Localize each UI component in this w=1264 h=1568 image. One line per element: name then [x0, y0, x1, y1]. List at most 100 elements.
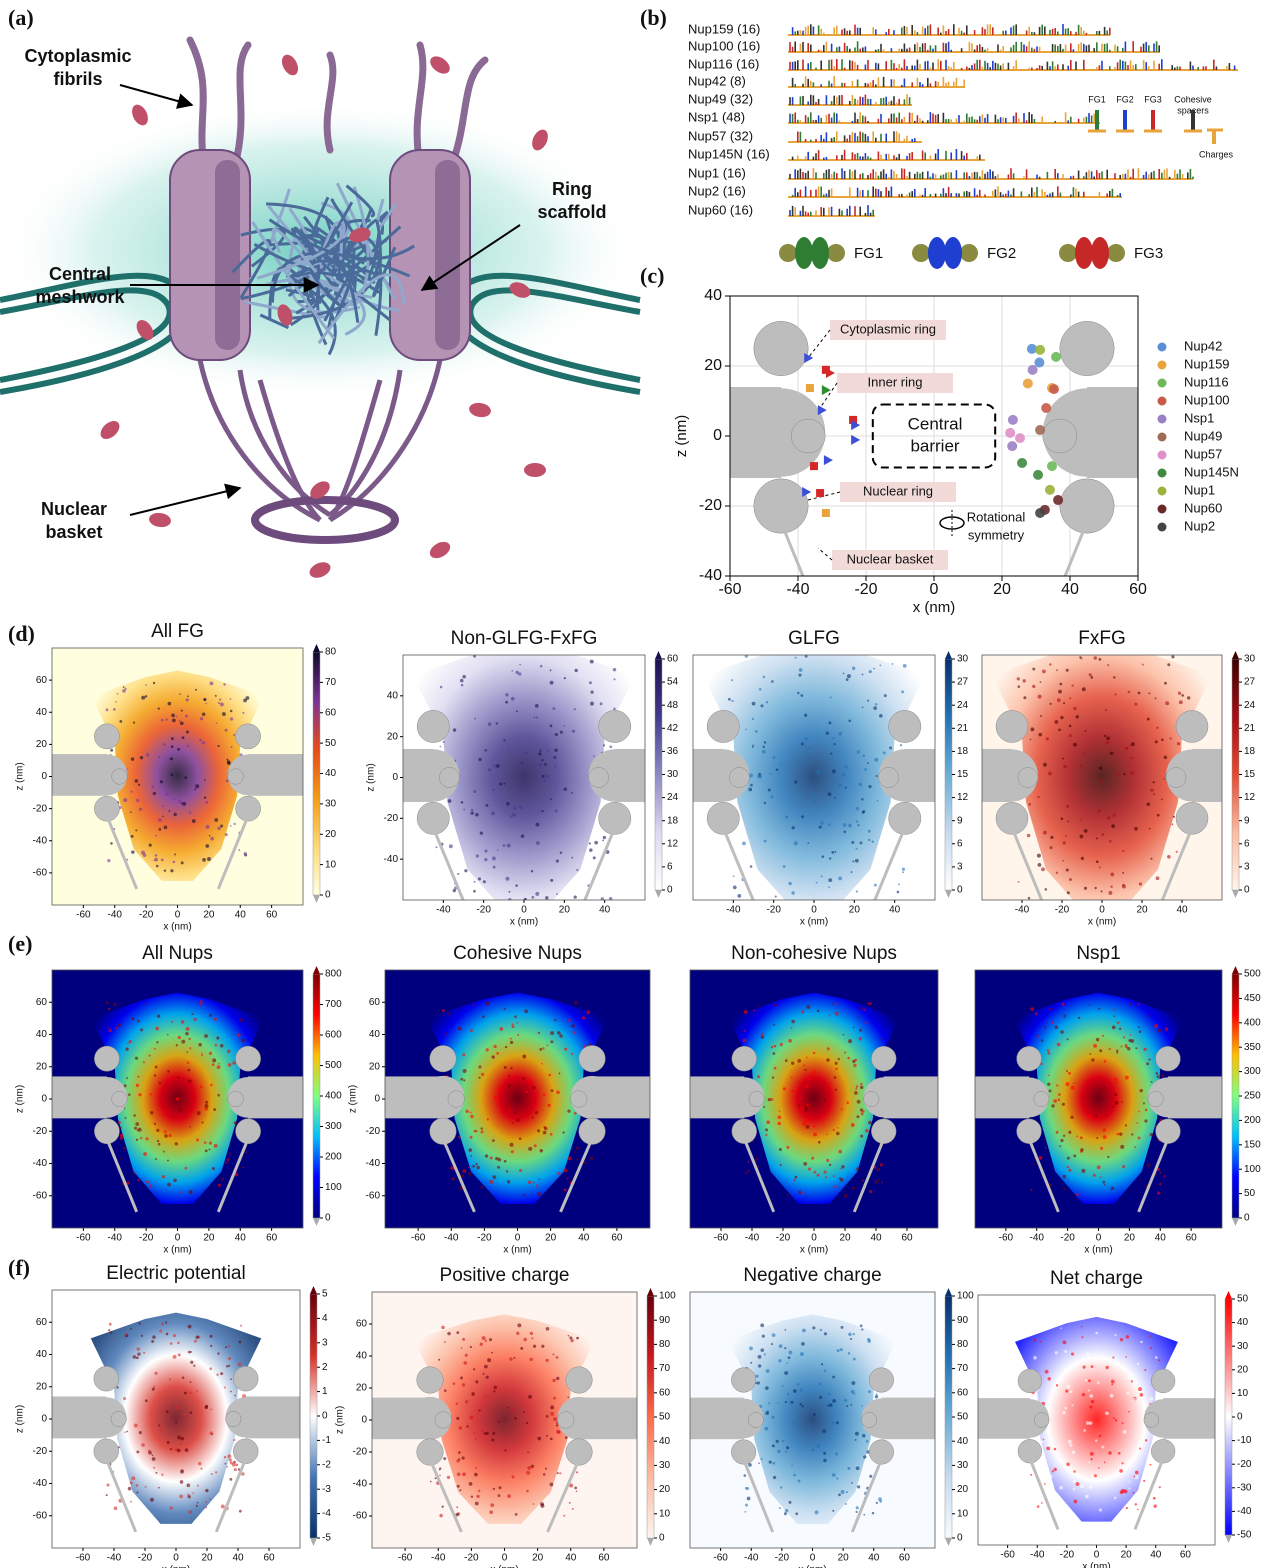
density-speck	[1067, 1439, 1072, 1444]
density-speck	[527, 1180, 532, 1184]
pore-wall	[407, 749, 460, 802]
pore-ring	[416, 1366, 444, 1394]
colorbar-extension	[1232, 651, 1239, 659]
cargo	[309, 562, 331, 578]
density-speck	[146, 1180, 149, 1184]
density-speck	[552, 1353, 555, 1356]
motif-icon	[811, 237, 829, 269]
pore-ring	[94, 723, 120, 750]
cargo	[429, 541, 451, 559]
density-speck	[778, 1110, 781, 1112]
density-speck	[234, 1394, 236, 1397]
density-speck	[869, 1474, 873, 1478]
density-speck	[158, 1424, 161, 1427]
density-speck	[1128, 1038, 1132, 1043]
density-speck	[514, 1416, 517, 1420]
density-speck	[482, 880, 486, 884]
density-speck	[828, 1163, 832, 1167]
density-speck	[522, 1054, 527, 1059]
colorbar-extension	[647, 1288, 654, 1296]
x-tick-label: 0	[175, 1233, 181, 1244]
density-speck	[535, 1184, 538, 1188]
density-speck	[1113, 1015, 1116, 1018]
density-speck	[126, 1077, 129, 1080]
density-speck	[122, 686, 125, 688]
legend-marker	[1157, 504, 1167, 514]
density-speck	[505, 1170, 509, 1173]
density-speck	[223, 1456, 227, 1459]
density-speck	[165, 1332, 169, 1336]
colorbar-label: -50	[1237, 1530, 1252, 1541]
pore-ring	[233, 1438, 259, 1464]
density-speck	[1068, 734, 1072, 738]
density-speck	[132, 721, 136, 724]
density-speck	[1044, 888, 1048, 891]
density-speck	[1080, 1148, 1084, 1152]
colorbar-label: 42	[667, 723, 679, 734]
density-speck	[480, 1127, 483, 1130]
y-tick-label: -60	[33, 1190, 48, 1201]
membrane	[467, 287, 641, 383]
density-speck	[497, 1420, 500, 1423]
x-axis-label: x (nm)	[503, 1245, 531, 1256]
density-speck	[834, 850, 837, 853]
scatter-point	[1027, 364, 1038, 375]
density-speck	[1130, 771, 1134, 775]
density-speck	[1029, 1482, 1032, 1485]
density-speck	[813, 1124, 816, 1128]
density-speck	[1098, 1434, 1102, 1438]
density-speck	[539, 1149, 543, 1153]
colorbar-label: 500	[325, 1060, 342, 1071]
density-speck	[827, 823, 831, 827]
density-speck	[798, 1190, 802, 1194]
x-tick-label: 40	[578, 1233, 590, 1244]
legend-marker	[1157, 378, 1167, 388]
density-speck	[760, 1458, 763, 1461]
density-speck	[208, 834, 211, 837]
pore-ring	[1175, 710, 1209, 743]
y-tick-label: -40	[699, 567, 722, 584]
pore-ring	[1155, 1046, 1181, 1072]
density-speck	[552, 1417, 557, 1422]
density-speck	[1093, 1116, 1096, 1119]
density-speck	[1069, 1390, 1073, 1394]
density-speck	[865, 1021, 868, 1024]
density-speck	[163, 1130, 167, 1134]
density-speck	[485, 1048, 489, 1052]
density-speck	[452, 888, 456, 893]
x-tick-label: 60	[1180, 1550, 1192, 1561]
density-speck	[867, 838, 871, 842]
x-tick-label: 0	[811, 1233, 817, 1244]
density-speck	[1163, 778, 1165, 780]
density-speck	[861, 798, 864, 801]
density-speck	[492, 1431, 496, 1435]
colorbar-label: 250	[1244, 1091, 1261, 1102]
density-speck	[429, 1480, 432, 1483]
density-speck	[1144, 1108, 1148, 1112]
density-speck	[790, 1027, 793, 1029]
density-speck	[1088, 1004, 1091, 1007]
x-tick-label: 0	[1096, 1233, 1102, 1244]
density-speck	[462, 674, 466, 679]
y-tick-label: -40	[384, 854, 399, 865]
density-speck	[1030, 1470, 1035, 1475]
density-speck	[1067, 820, 1070, 823]
density-speck	[217, 1183, 221, 1187]
colorbar	[944, 658, 953, 891]
density-speck	[205, 1488, 209, 1493]
density-speck	[475, 812, 479, 817]
x-axis-label: x (nm)	[163, 1245, 191, 1256]
pore-wall	[1143, 1399, 1183, 1438]
density-speck	[816, 1173, 820, 1177]
density-speck	[1117, 1451, 1121, 1455]
colorbar-extension	[313, 1218, 320, 1226]
density-speck	[496, 1051, 500, 1055]
pore-basket	[106, 1461, 138, 1533]
density-speck	[511, 670, 514, 672]
density-speck	[217, 1352, 220, 1355]
density-speck	[154, 1371, 158, 1375]
mesh-strand	[265, 277, 352, 307]
density-speck	[1125, 1506, 1129, 1510]
pore-ring	[1059, 321, 1115, 376]
density-speck	[1156, 813, 1160, 817]
